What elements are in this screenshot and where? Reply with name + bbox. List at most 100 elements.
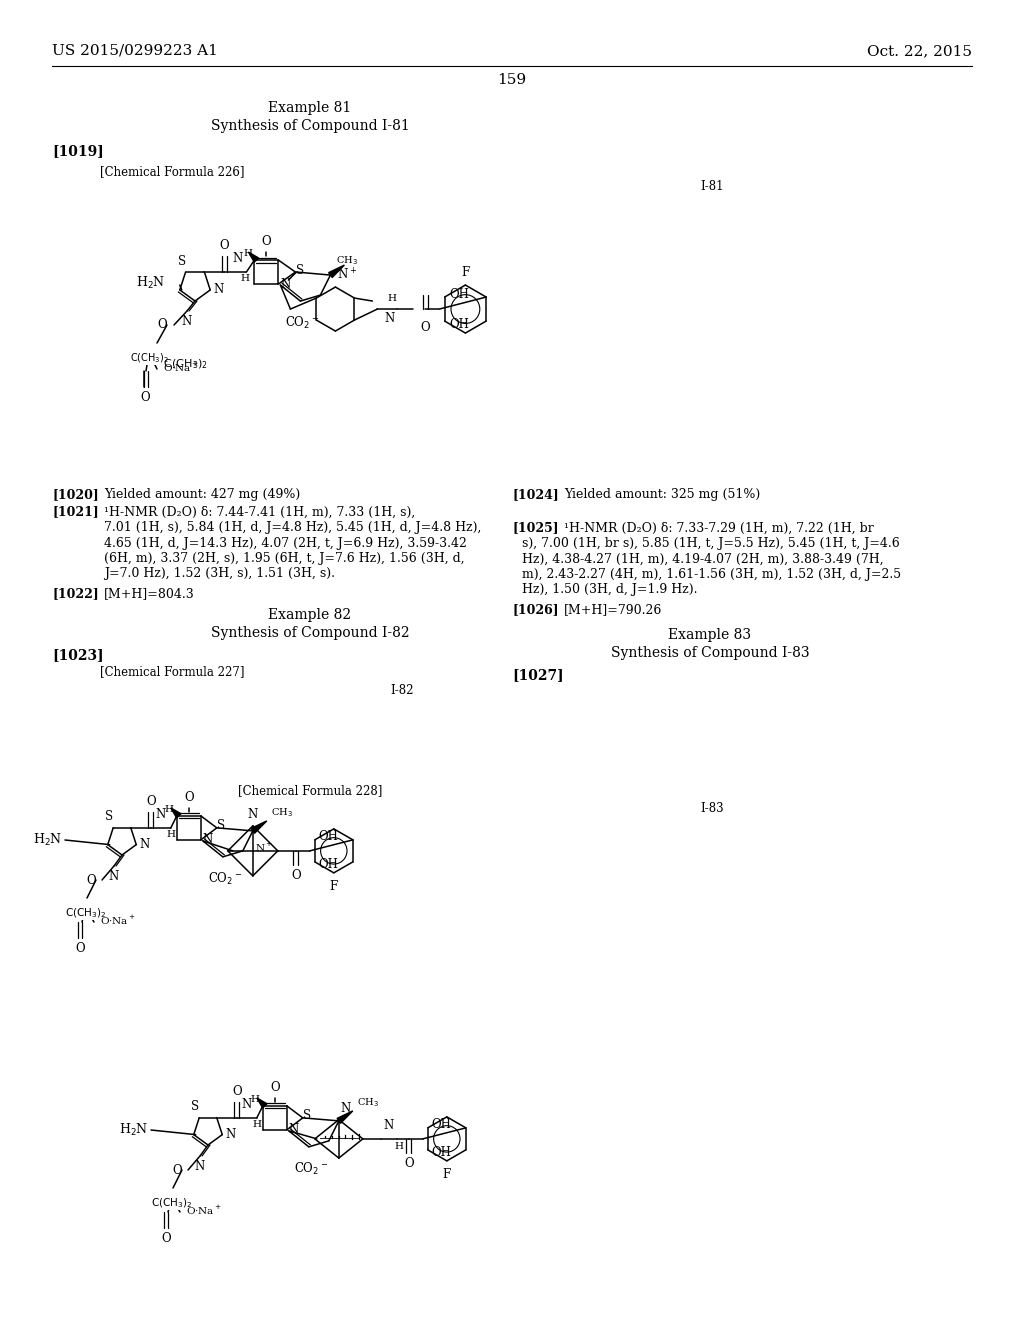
Text: OH: OH	[450, 288, 469, 301]
Text: N: N	[195, 1160, 205, 1173]
Text: H$_2$N: H$_2$N	[135, 275, 165, 290]
Text: N: N	[182, 315, 193, 327]
Text: N: N	[248, 808, 258, 821]
Text: [Chemical Formula 228]: [Chemical Formula 228]	[238, 784, 382, 797]
Text: N: N	[281, 277, 291, 290]
Text: OH: OH	[318, 858, 339, 871]
Text: CH$_3$: CH$_3$	[356, 1096, 379, 1109]
Text: Synthesis of Compound I-81: Synthesis of Compound I-81	[211, 119, 410, 133]
Text: OH: OH	[432, 1118, 452, 1131]
Text: O: O	[86, 874, 96, 887]
Text: ¹H-NMR (D₂O) δ: 7.44-7.41 (1H, m), 7.33 (1H, s),: ¹H-NMR (D₂O) δ: 7.44-7.41 (1H, m), 7.33 …	[104, 506, 416, 519]
Text: O: O	[261, 235, 271, 248]
Polygon shape	[337, 1111, 353, 1123]
Text: Yielded amount: 427 mg (49%): Yielded amount: 427 mg (49%)	[104, 488, 300, 502]
Text: O: O	[184, 791, 194, 804]
Text: N: N	[203, 833, 213, 846]
Text: I-83: I-83	[700, 803, 724, 814]
Text: 159: 159	[498, 73, 526, 87]
Text: F: F	[442, 1168, 451, 1181]
Text: $\mathsf{C(CH_3)_2}$: $\mathsf{C(CH_3)_2}$	[129, 351, 169, 364]
Text: N: N	[232, 252, 243, 265]
Text: F: F	[461, 267, 470, 279]
Text: J=7.0 Hz), 1.52 (3H, s), 1.51 (3H, s).: J=7.0 Hz), 1.52 (3H, s), 1.51 (3H, s).	[104, 568, 335, 581]
Text: [1022]: [1022]	[52, 587, 98, 601]
Text: N: N	[225, 1129, 236, 1140]
Text: O: O	[161, 1232, 171, 1245]
Text: Yielded amount: 325 mg (51%): Yielded amount: 325 mg (51%)	[564, 488, 760, 502]
Text: S: S	[296, 264, 304, 277]
Text: O: O	[140, 391, 150, 404]
Text: O: O	[404, 1156, 414, 1170]
Text: H: H	[253, 1119, 262, 1129]
Text: Example 83: Example 83	[669, 628, 752, 642]
Text: H: H	[388, 294, 397, 304]
Text: N$^+$: N$^+$	[255, 841, 272, 854]
Text: N: N	[139, 838, 150, 851]
Text: s), 7.00 (1H, br s), 5.85 (1H, t, J=5.5 Hz), 5.45 (1H, t, J=4.6: s), 7.00 (1H, br s), 5.85 (1H, t, J=5.5 …	[522, 537, 900, 550]
Text: N: N	[213, 284, 223, 297]
Text: H: H	[251, 1094, 260, 1104]
Text: Hz), 1.50 (3H, d, J=1.9 Hz).: Hz), 1.50 (3H, d, J=1.9 Hz).	[522, 583, 697, 597]
Text: Synthesis of Compound I-83: Synthesis of Compound I-83	[610, 645, 809, 660]
Text: O: O	[421, 321, 430, 334]
Text: N: N	[242, 1098, 252, 1111]
Polygon shape	[329, 265, 344, 277]
Text: $\mathsf{\quad C(CH_3)_2}$: $\mathsf{\quad C(CH_3)_2}$	[153, 356, 208, 371]
Text: [Chemical Formula 226]: [Chemical Formula 226]	[100, 165, 245, 178]
Text: [1019]: [1019]	[52, 144, 103, 158]
Text: N$^+$: N$^+$	[337, 268, 357, 282]
Text: O: O	[158, 318, 167, 331]
Text: H: H	[244, 249, 252, 257]
Text: O: O	[291, 869, 301, 882]
Text: N: N	[341, 1102, 351, 1114]
Text: O: O	[219, 239, 229, 252]
Text: CO$_2$$^-$: CO$_2$$^-$	[294, 1160, 328, 1177]
Text: O·Na$^+$: O·Na$^+$	[186, 1204, 222, 1217]
Text: $\mathsf{C(CH_3)_2}$: $\mathsf{C(CH_3)_2}$	[152, 1196, 193, 1209]
Text: [M+H]=804.3: [M+H]=804.3	[104, 587, 195, 601]
Text: OH: OH	[318, 830, 339, 843]
Text: CH$_3$: CH$_3$	[337, 255, 358, 267]
Text: S: S	[105, 810, 114, 822]
Polygon shape	[251, 821, 267, 833]
Text: Oct. 22, 2015: Oct. 22, 2015	[867, 44, 972, 58]
Text: Hz), 4.38-4.27 (1H, m), 4.19-4.07 (2H, m), 3.88-3.49 (7H,: Hz), 4.38-4.27 (1H, m), 4.19-4.07 (2H, m…	[522, 553, 884, 565]
Text: O·Na$^+$: O·Na$^+$	[163, 360, 199, 374]
Text: N: N	[156, 808, 166, 821]
Text: O: O	[146, 795, 156, 808]
Text: [1023]: [1023]	[52, 648, 103, 663]
Text: O·Na$^+$: O·Na$^+$	[100, 913, 136, 927]
Text: H: H	[241, 275, 250, 282]
Text: [1024]: [1024]	[512, 488, 559, 502]
Text: H: H	[395, 1142, 403, 1151]
Polygon shape	[171, 808, 181, 818]
Text: H$_2$N: H$_2$N	[119, 1122, 148, 1138]
Text: N: N	[109, 870, 119, 883]
Text: N: N	[384, 1119, 394, 1131]
Text: [1027]: [1027]	[512, 668, 563, 682]
Text: OH: OH	[450, 318, 469, 330]
Text: CO$_2$$^-$: CO$_2$$^-$	[286, 315, 319, 331]
Text: [1025]: [1025]	[512, 521, 559, 535]
Text: [1020]: [1020]	[52, 488, 98, 502]
Text: O: O	[75, 942, 85, 954]
Text: O: O	[232, 1085, 242, 1098]
Text: US 2015/0299223 A1: US 2015/0299223 A1	[52, 44, 218, 58]
Text: [Chemical Formula 227]: [Chemical Formula 227]	[100, 665, 245, 678]
Text: OH: OH	[432, 1146, 452, 1159]
Text: S: S	[303, 1109, 311, 1122]
Text: H: H	[167, 830, 176, 840]
Polygon shape	[257, 1098, 267, 1107]
Text: H$_2$N: H$_2$N	[33, 832, 62, 847]
Text: m), 2.43-2.27 (4H, m), 1.61-1.56 (3H, m), 1.52 (3H, d, J=2.5: m), 2.43-2.27 (4H, m), 1.61-1.56 (3H, m)…	[522, 568, 901, 581]
Text: N: N	[384, 312, 394, 325]
Text: S: S	[177, 255, 185, 268]
Polygon shape	[249, 252, 258, 263]
Text: CH$_3$: CH$_3$	[270, 807, 293, 818]
Text: Synthesis of Compound I-82: Synthesis of Compound I-82	[211, 626, 410, 640]
Text: [1026]: [1026]	[512, 603, 559, 616]
Text: S: S	[191, 1100, 200, 1113]
Text: $\mathsf{C(CH_3)_2}$: $\mathsf{C(CH_3)_2}$	[66, 906, 106, 920]
Text: S: S	[217, 820, 225, 833]
